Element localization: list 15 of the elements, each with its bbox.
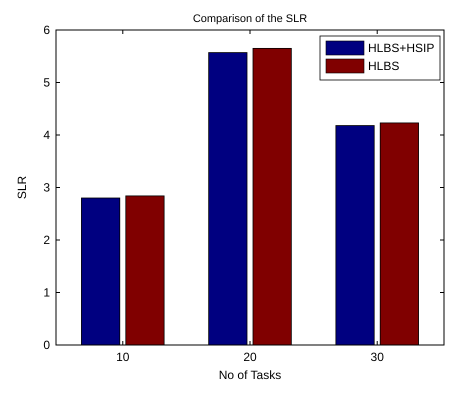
legend-label: HLBS [368,59,400,73]
y-tick-label: 6 [43,23,50,38]
x-tick-label: 30 [370,350,384,364]
x-tick-label: 20 [243,350,257,364]
x-tick-label: 10 [116,350,130,364]
y-axis-title: SLR [15,175,29,200]
y-tick-label: 5 [43,76,50,90]
x-axis-title: No of Tasks [218,368,282,382]
y-tick-label: 1 [43,286,50,300]
legend-label: HLBS+HSIP [368,41,434,55]
y-tick-label: 3 [43,180,50,195]
chart-title: Comparison of the SLR [192,13,308,25]
y-tick-label: 2 [43,233,50,248]
y-tick-label: 4 [43,128,50,142]
y-tick-label: 0 [43,338,50,352]
